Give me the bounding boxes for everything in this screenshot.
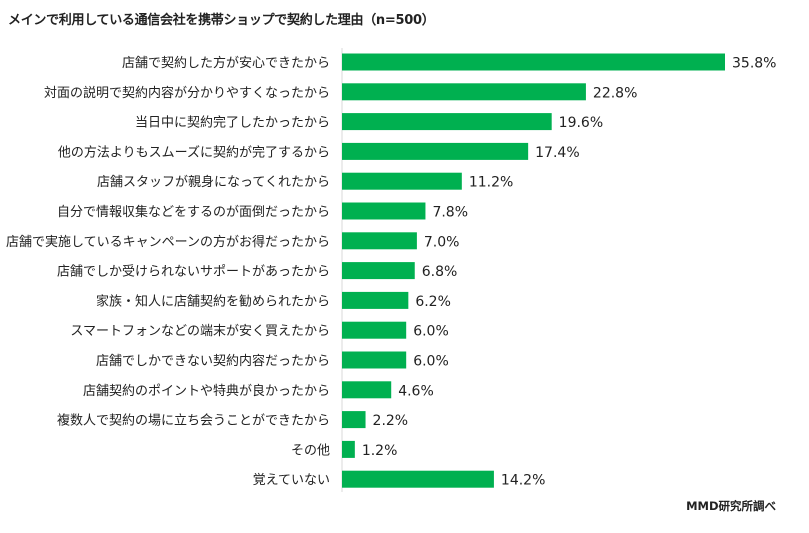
bar [342,142,529,160]
category-label: スマートフォンなどの端末が安く買えたから [70,324,330,339]
bar [342,262,415,280]
category-label: 店舗スタッフが親身になってくれたから [97,174,330,190]
category-label: 自分で情報収集などをするのが面倒だったから [57,204,330,220]
chart-title: メインで利用している通信会社を携帯ショップで契約した理由（n=500） [8,13,435,28]
value-label: 7.0% [424,234,460,250]
bar [342,232,417,250]
bar [342,321,407,339]
value-label: 6.0% [413,354,449,370]
bar [342,172,462,190]
category-label: 他の方法よりもスムーズに契約が完了するから [58,144,330,160]
bar [342,291,409,309]
value-label: 22.8% [593,85,637,101]
category-label: 複数人で契約の場に立ち会うことができたから [57,413,330,429]
category-label: 家族・知人に店舗契約を勧められたから [96,293,330,309]
value-label: 6.0% [413,324,449,340]
category-label: 店舗で実施しているキャンペーンの方がお得だったから [6,234,330,250]
value-label: 2.2% [373,413,409,429]
category-label: 店舗でしか受けられないサポートがあったから [57,265,330,280]
bar [342,83,586,101]
bar [342,113,552,131]
category-label: その他 [291,443,330,458]
bar [342,381,392,399]
value-label: 11.2% [469,175,513,191]
bar [342,351,407,369]
category-label: 当日中に契約完了したかったから [135,116,330,131]
category-label: 対面の説明で契約内容が分かりやすくなったから [44,85,330,101]
category-label: 店舗で契約した方が安心できたから [122,55,330,71]
value-label: 17.4% [535,145,579,161]
category-label: 覚えていない [253,473,330,488]
value-label: 1.2% [362,443,398,459]
value-label: 6.8% [422,264,458,280]
bar [342,440,355,458]
value-label: 6.2% [415,294,451,310]
value-label: 35.8% [732,56,776,72]
value-label: 7.8% [432,205,468,221]
value-label: 14.2% [501,473,545,489]
category-label: 店舗契約のポイントや特典が良かったから [83,383,330,399]
bar [342,470,494,488]
value-label: 19.6% [559,115,603,131]
category-label: 店舗でしかできない契約内容だったから [96,353,330,369]
bar [342,53,725,71]
source-credit: MMD研究所調べ [686,499,776,513]
value-label: 4.6% [398,383,434,399]
bar [342,202,426,220]
bar [342,411,366,429]
